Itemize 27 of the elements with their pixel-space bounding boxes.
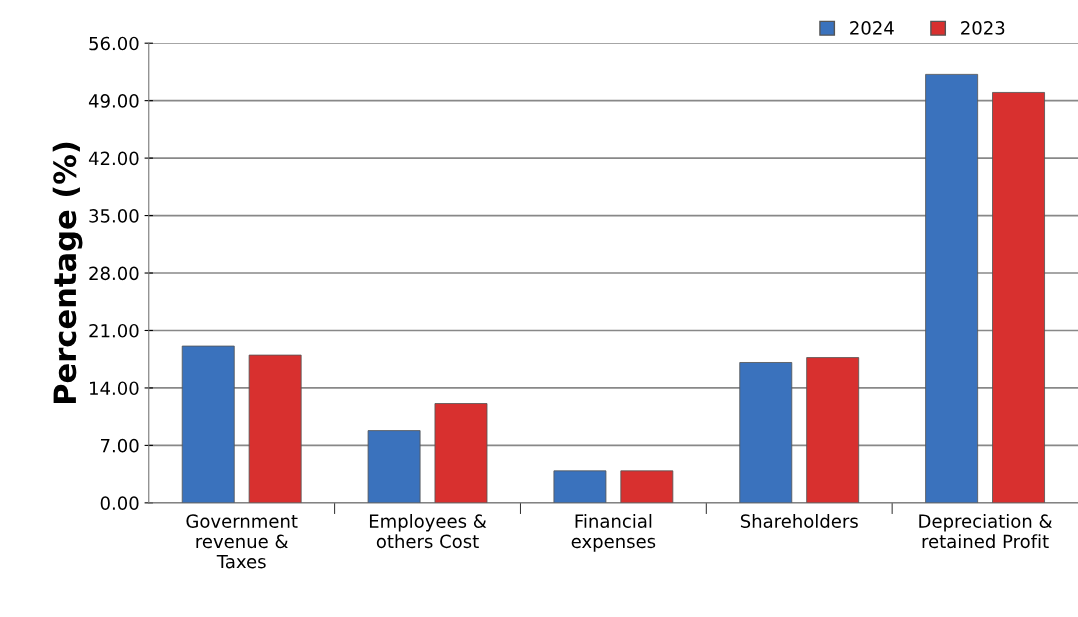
y-tick-label: 14.00 [90, 381, 139, 396]
bar [925, 73, 979, 503]
legend-label: 2023 [961, 21, 1005, 35]
y-tick-label: 42.00 [88, 151, 139, 166]
bar [367, 430, 421, 503]
y-tick-label: 35.00 [89, 209, 139, 223]
y-tick-label: 56.00 [89, 36, 139, 51]
bar [181, 345, 235, 503]
x-tick-label: Depreciation & retained Profit [919, 513, 1053, 549]
bar [620, 470, 674, 503]
x-tick-label: Employees & others Cost [369, 513, 487, 549]
y-tick-label: 28.00 [89, 266, 139, 281]
bar [553, 470, 607, 503]
bar [739, 362, 793, 503]
bar [248, 354, 302, 503]
bar [806, 357, 860, 503]
x-tick-label: Government revenue & Taxes [186, 514, 298, 569]
y-tick-label: 7.00 [101, 438, 139, 453]
bar [434, 403, 488, 503]
y-tick-label: 0.00 [100, 496, 139, 510]
y-tick-label: 21.00 [89, 323, 139, 338]
bar [992, 92, 1045, 503]
legend-label: 2024 [850, 21, 894, 35]
y-tick-label: 49.00 [88, 94, 139, 108]
x-tick-label: Financial expenses [571, 513, 656, 552]
x-tick-label: Shareholders [740, 513, 858, 528]
y-axis-title: Percentage (%) [52, 142, 83, 404]
